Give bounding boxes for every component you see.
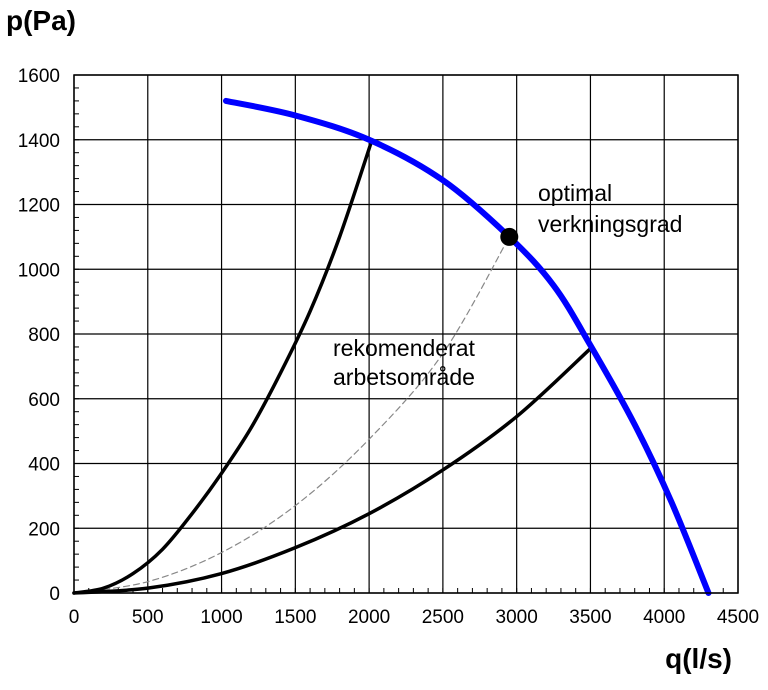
x-tick-label-4: 2000 bbox=[348, 607, 390, 628]
plot-frame-rect bbox=[73, 74, 739, 594]
annotation-range-line1: rekomenderat bbox=[333, 335, 476, 361]
y-tick-label-6: 1200 bbox=[18, 196, 60, 217]
y-tick-label-0: 0 bbox=[49, 584, 60, 605]
y-tick-label-4: 800 bbox=[28, 325, 60, 346]
x-tick-label-3: 1500 bbox=[274, 607, 316, 628]
series-line-3 bbox=[73, 236, 510, 594]
y-tick-label-7: 1400 bbox=[18, 131, 60, 152]
x-tick-label-5: 2500 bbox=[422, 607, 464, 628]
minor-ticks bbox=[73, 74, 739, 594]
y-tick-label-8: 1600 bbox=[18, 66, 60, 87]
y-tick-label-2: 400 bbox=[28, 455, 60, 476]
x-tick-label-7: 3500 bbox=[569, 607, 611, 628]
series-layer bbox=[72, 97, 712, 596]
x-tick-label-6: 3000 bbox=[496, 607, 538, 628]
x-tick-label-1: 500 bbox=[132, 607, 164, 628]
y-tick-label-1: 200 bbox=[28, 519, 60, 540]
grid-lines bbox=[73, 74, 739, 594]
annotation-range-line2: arbetsområde bbox=[333, 364, 475, 390]
y-tick-label-5: 1000 bbox=[18, 260, 60, 281]
series-line-1 bbox=[72, 138, 374, 595]
series-line-0 bbox=[222, 97, 712, 596]
marker-point-0 bbox=[500, 227, 519, 246]
x-tick-label-0: 0 bbox=[69, 607, 80, 628]
x-tick-labels: 0 500 1000 1500 2000 2500 3000 3500 4000 4500 bbox=[69, 607, 759, 628]
x-tick-label-8: 4000 bbox=[643, 607, 685, 628]
y-tick-labels: 0 200 400 600 800 1000 1200 1400 1600 bbox=[18, 66, 60, 605]
x-tick-label-9: 4500 bbox=[717, 607, 759, 628]
y-tick-label-3: 600 bbox=[28, 390, 60, 411]
plot-frame bbox=[73, 74, 739, 594]
series-line-2 bbox=[72, 346, 593, 595]
y-axis-title: p(Pa) bbox=[6, 5, 76, 36]
annotation-optimal-line1: optimal bbox=[538, 180, 612, 206]
annotation-optimal-line2: verkningsgrad bbox=[538, 211, 682, 237]
x-axis-title: q(l/s) bbox=[665, 643, 732, 674]
x-tick-label-2: 1000 bbox=[200, 607, 242, 628]
